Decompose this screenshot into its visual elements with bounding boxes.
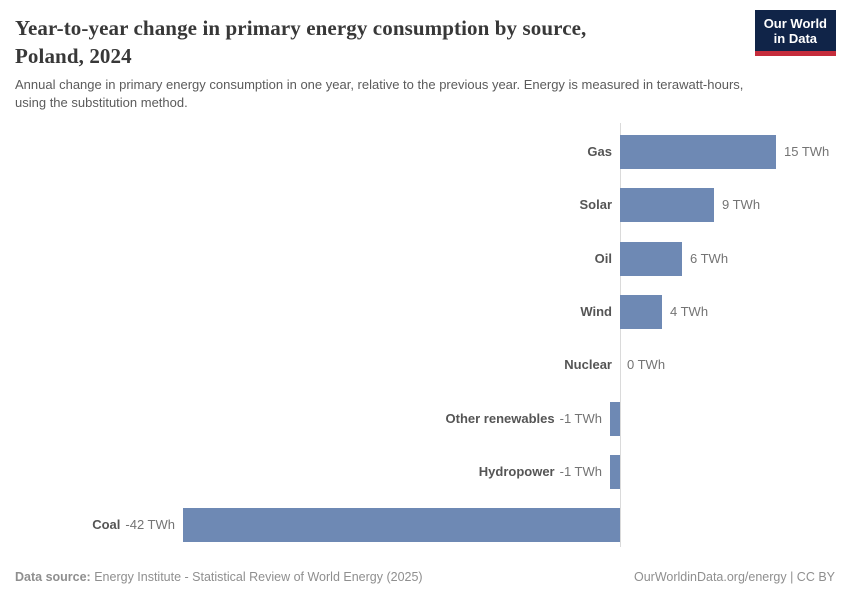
chart-row-hydropower: Hydropower -1 TWh: [0, 445, 850, 499]
bar-oil[interactable]: [620, 241, 682, 276]
owid-logo-text-line2: in Data: [773, 31, 818, 46]
value-label-nuclear: 0 TWh: [627, 357, 666, 373]
chart-footer: Data source: Energy Institute - Statisti…: [15, 570, 835, 584]
category-label-wind: Wind: [580, 303, 612, 319]
category-label-oil: Oil: [594, 250, 612, 266]
category-label-solar: Solar: [579, 197, 612, 213]
category-value-label-coal: Coal -42 TWh: [0, 508, 175, 542]
owid-logo[interactable]: Our World in Data: [754, 10, 836, 56]
bar-other-renewables[interactable]: [610, 401, 620, 436]
chart-subtitle: Annual change in primary energy consumpt…: [15, 77, 744, 110]
value-label-wind: 4 TWh: [670, 303, 709, 319]
category-label-other-renewables: Other renewables: [445, 410, 555, 426]
bar-chart: Gas 15 TWh Solar 9 TWh Oil 6 TWh Wind 4 TWh Nucl…: [0, 123, 850, 552]
bar-solar[interactable]: [620, 188, 714, 223]
category-label-gas: Gas: [587, 144, 612, 159]
title-line-1: Year-to-year change in primary energy co…: [15, 16, 587, 40]
data-source-label: Data source:: [15, 570, 91, 584]
chart-row-coal: Coal -42 TWh: [0, 498, 850, 552]
chart-row-gas: Gas 15 TWh: [0, 125, 850, 179]
bar-hydropower[interactable]: [610, 454, 620, 489]
data-source: Data source: Energy Institute - Statisti…: [15, 570, 423, 584]
chart-row-solar: Solar 9 TWh: [0, 178, 850, 232]
chart-row-oil: Oil 6 TWh: [0, 232, 850, 286]
title-line-2: Poland, 2024: [15, 44, 132, 68]
zero-axis-line: [620, 123, 621, 547]
category-label-coal: Coal: [92, 517, 121, 533]
value-label-solar: 9 TWh: [722, 197, 761, 213]
attribution-link[interactable]: OurWorldinData.org/energy | CC BY: [633, 570, 835, 584]
category-label-nuclear: Nuclear: [564, 357, 612, 373]
value-label-gas: 15 TWh: [784, 144, 830, 159]
category-value-label-hydropower: Hydropower -1 TWh: [0, 455, 602, 489]
chart-row-other-renewables: Other renewables -1 TWh: [0, 392, 850, 446]
bar-coal[interactable]: [183, 508, 620, 543]
bar-gas[interactable]: [620, 135, 776, 169]
chart-row-nuclear: Nuclear 0 TWh: [0, 338, 850, 392]
value-label-other-renewables: -1 TWh: [559, 410, 602, 426]
chart-title: Year-to-year change in primary energy co…: [15, 14, 715, 70]
bar-wind[interactable]: [620, 294, 662, 329]
owid-logo-text-line1: Our World: [763, 16, 827, 31]
category-label-hydropower: Hydropower: [478, 463, 555, 479]
data-source-text: Energy Institute - Statistical Review of…: [90, 570, 423, 584]
value-label-coal: -42 TWh: [125, 517, 175, 533]
value-label-hydropower: -1 TWh: [559, 463, 602, 479]
category-value-label-other-renewables: Other renewables -1 TWh: [0, 402, 603, 436]
chart-row-wind: Wind 4 TWh: [0, 285, 850, 339]
value-label-oil: 6 TWh: [690, 250, 729, 266]
